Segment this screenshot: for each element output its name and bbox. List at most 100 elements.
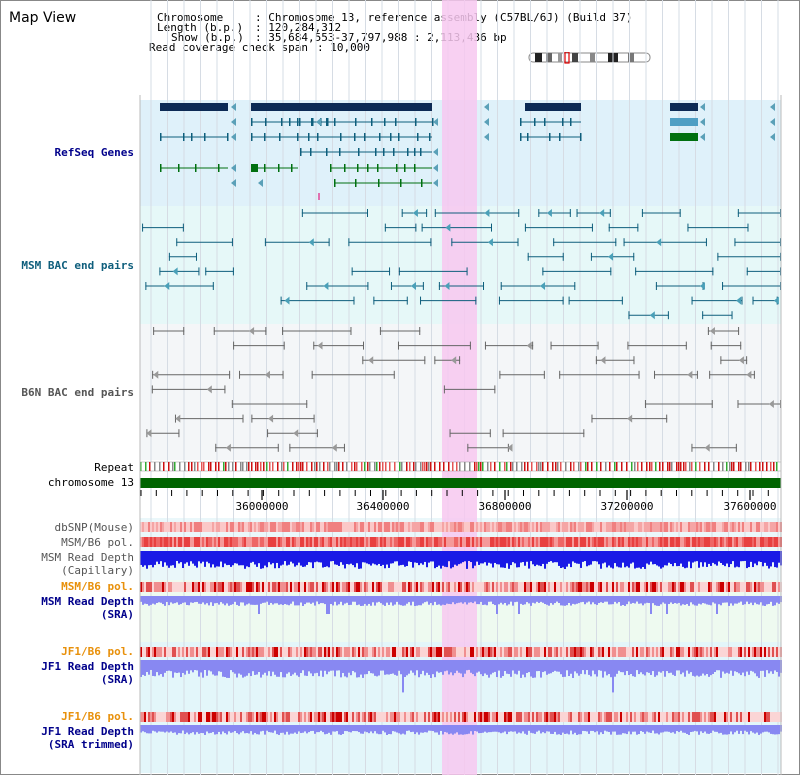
depth-bar [606,660,608,676]
depth-bar [362,660,364,678]
track-label-refseq[interactable]: RefSeq Genes [54,146,134,159]
heat-cell [774,647,776,657]
depth-bar [398,660,400,671]
track-label-jf1-depth-trimmed[interactable]: JF1 Read Depth (SRA trimmed) [41,725,134,751]
heat-cell [390,522,392,532]
heat-cell [710,582,712,592]
track-label-b6n-bac[interactable]: B6N BAC end pairs [21,386,134,399]
heat-cell [612,582,614,592]
depth-bar [366,725,368,733]
heat-cell [530,582,532,592]
heat-cell [412,647,414,657]
depth-bar [762,660,764,671]
depth-bar [508,596,510,605]
refseq-exon [317,133,319,141]
depth-bar [588,596,590,602]
heat-cell [214,537,216,547]
depth-bar [192,660,194,673]
depth-bar [410,725,412,733]
depth-bar [406,725,408,731]
heat-cell [520,522,522,532]
track-label-jf1-depth-sra[interactable]: JF1 Read Depth (SRA) [41,660,134,686]
depth-bar [742,725,744,735]
depth-bar [508,660,510,675]
depth-bar [614,596,616,602]
heat-cell [476,647,478,657]
msm-bac-end [590,252,592,261]
heat-cell [436,647,438,657]
heat-cell [630,712,632,722]
depth-bar [406,660,408,676]
heat-cell [158,522,160,532]
depth-bar [274,725,276,731]
heat-cell [636,712,638,722]
track-label-chromosome[interactable]: chromosome 13 [47,476,134,489]
depth-bar [778,596,780,604]
heat-cell [236,522,238,532]
heat-cell [286,582,288,592]
heat-cell [680,537,682,547]
repeat-element [585,462,587,471]
depth-bar [288,725,290,735]
heat-cell [166,522,168,532]
heat-cell [212,537,214,547]
heat-cell [418,647,420,657]
track-label-msm-b6-pol[interactable]: MSM/B6 pol. [61,536,134,549]
refseq-arrow [231,164,236,172]
depth-bar [448,725,450,735]
depth-bar [566,725,568,734]
heat-cell [488,647,490,657]
heat-cell [714,647,716,657]
heat-cell [468,582,470,592]
repeat-element [536,462,538,471]
heat-cell [242,647,244,657]
heat-cell [502,712,504,722]
heat-cell [392,582,394,592]
track-label-msm-b6-pol-sra[interactable]: MSM/B6 pol. [61,580,134,593]
track-label-jf1-b6-pol-trimmed[interactable]: JF1/B6 pol. [61,710,134,723]
track-label-msm-bac[interactable]: MSM BAC end pairs [21,259,134,272]
heat-cell [374,522,376,532]
heat-cell [646,712,648,722]
depth-bar [570,551,572,568]
track-label-repeat[interactable]: Repeat [94,461,134,474]
depth-bar [234,725,236,732]
depth-bar [484,551,486,563]
track-label-msm-depth-capillary[interactable]: MSM Read Depth (Capillary) [41,551,134,577]
b6n-bac-arrow [146,429,152,438]
depth-bar [760,596,762,603]
depth-bar [374,596,376,606]
b6n-bac-end [443,385,445,394]
depth-bar [224,551,226,564]
depth-bar [730,551,732,565]
depth-bar [740,725,742,731]
heat-cell [686,582,688,592]
depth-bar [602,596,604,603]
depth-bar [420,725,422,733]
repeat-element [319,462,321,471]
heat-cell [656,537,658,547]
heat-cell [414,712,416,722]
heat-cell [548,582,550,592]
heat-cell [626,522,628,532]
heat-cell [722,712,724,722]
depth-bar [204,725,206,735]
depth-bar [610,596,612,605]
repeat-element [770,462,772,471]
depth-bar [658,725,660,735]
heat-cell [316,522,318,532]
heat-cell [452,537,454,547]
length-key: Length (b.p.) [157,21,244,34]
depth-bar [374,551,376,565]
depth-bar [548,660,550,674]
track-label-dbsnp[interactable]: dbSNP(Mouse) [54,521,134,534]
heat-cell [670,537,672,547]
heat-cell [354,712,356,722]
heat-cell [388,582,390,592]
track-label-msm-depth-sra[interactable]: MSM Read Depth (SRA) [41,595,134,621]
heat-cell [266,712,268,722]
track-label-jf1-b6-pol[interactable]: JF1/B6 pol. [61,645,134,658]
repeat-element [773,462,775,471]
depth-bar [640,551,642,569]
heat-cell [666,582,668,592]
